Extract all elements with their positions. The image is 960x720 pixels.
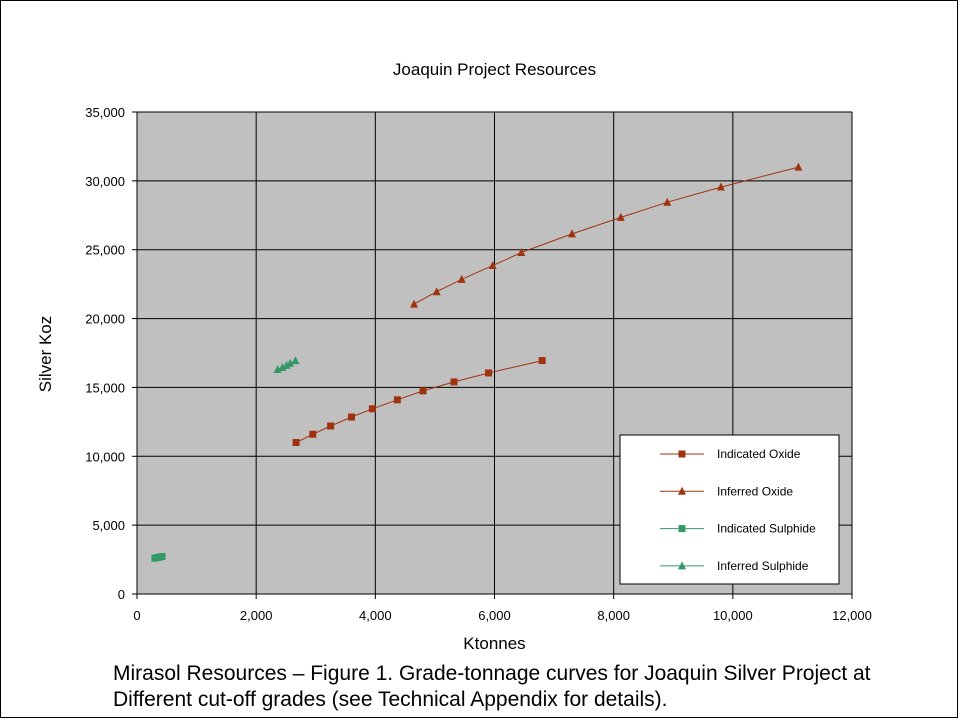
data-point-indicated-oxide bbox=[450, 378, 458, 386]
y-tick-label: 30,000 bbox=[85, 174, 125, 189]
legend-box bbox=[619, 434, 840, 585]
x-axis-label: Ktonnes bbox=[463, 634, 526, 653]
data-point-inferred-sulphide bbox=[278, 362, 287, 371]
data-point-inferred-oxide bbox=[663, 197, 672, 206]
data-point-inferred-oxide bbox=[567, 229, 576, 238]
x-tick-label: 8,000 bbox=[597, 608, 630, 623]
data-point-indicated-oxide bbox=[309, 430, 317, 438]
series-layer bbox=[151, 162, 803, 562]
series-inferred-oxide bbox=[410, 162, 803, 308]
x-tick-label: 10,000 bbox=[713, 608, 753, 623]
legend-label-indicated-oxide: Indicated Oxide bbox=[717, 447, 801, 461]
series-line-inferred-oxide bbox=[413, 166, 799, 305]
x-tick-label: 2,000 bbox=[240, 608, 273, 623]
x-tick-label: 6,000 bbox=[478, 608, 511, 623]
legend-marker-inferred-sulphide bbox=[678, 561, 686, 570]
data-point-indicated-oxide bbox=[419, 387, 427, 395]
y-tick-label: 10,000 bbox=[85, 449, 125, 464]
data-point-indicated-oxide bbox=[368, 405, 376, 413]
data-point-inferred-oxide bbox=[457, 274, 466, 283]
chart-title: Joaquin Project Resources bbox=[392, 60, 597, 79]
y-tick-label: 35,000 bbox=[85, 105, 125, 120]
data-point-inferred-oxide bbox=[517, 247, 526, 256]
legend-marker-indicated-sulphide bbox=[678, 525, 686, 533]
data-point-inferred-oxide bbox=[616, 212, 625, 221]
data-point-indicated-oxide bbox=[485, 369, 493, 377]
data-point-inferred-oxide bbox=[488, 261, 497, 270]
x-tick-label: 0 bbox=[133, 608, 140, 623]
legend-marker-indicated-oxide bbox=[678, 450, 686, 458]
data-point-indicated-oxide bbox=[538, 357, 546, 365]
data-point-inferred-sulphide bbox=[291, 356, 300, 365]
y-tick-label: 20,000 bbox=[85, 312, 125, 327]
data-point-indicated-oxide bbox=[327, 422, 335, 430]
data-point-indicated-oxide bbox=[292, 439, 300, 447]
legend-marker-inferred-oxide bbox=[678, 486, 686, 495]
series-line-indicated-oxide bbox=[295, 360, 543, 443]
series-indicated-sulphide bbox=[151, 553, 166, 562]
y-tick-label: 5,000 bbox=[92, 518, 125, 533]
data-point-inferred-oxide bbox=[432, 287, 441, 296]
data-point-inferred-oxide bbox=[716, 182, 725, 191]
data-point-inferred-sulphide bbox=[286, 358, 295, 367]
y-tick-label: 0 bbox=[118, 587, 125, 602]
data-point-indicated-oxide bbox=[348, 413, 355, 421]
legend-label-indicated-sulphide: Indicated Sulphide bbox=[717, 522, 816, 536]
caption-line-2: Different cut-off grades (see Technical … bbox=[113, 688, 668, 711]
data-point-inferred-sulphide bbox=[282, 360, 291, 369]
x-tick-label: 12,000 bbox=[832, 608, 872, 623]
axes: 0 2,000 4,000 6,000 8,000 10,000 12,000 0 5,000 1… bbox=[85, 105, 872, 623]
y-tick-label: 25,000 bbox=[85, 243, 125, 258]
figure-caption: Mirasol Resources – Figure 1. Grade-tonn… bbox=[113, 661, 953, 713]
legend-label-inferred-sulphide: Inferred Sulphide bbox=[717, 559, 809, 573]
caption-line-1: Mirasol Resources – Figure 1. Grade-tonn… bbox=[113, 662, 871, 685]
data-point-inferred-oxide bbox=[794, 162, 803, 171]
x-tick-label: 4,000 bbox=[359, 608, 392, 623]
series-inferred-sulphide bbox=[273, 356, 300, 374]
series-indicated-oxide bbox=[292, 357, 546, 447]
legend-label-inferred-oxide: Inferred Oxide bbox=[717, 484, 793, 498]
legend: Indicated Oxide Inferred Oxide Indicated S… bbox=[619, 434, 840, 585]
data-point-indicated-sulphide bbox=[158, 553, 166, 561]
data-point-indicated-oxide bbox=[393, 396, 401, 404]
data-point-inferred-sulphide bbox=[273, 365, 282, 374]
data-point-inferred-oxide bbox=[410, 299, 419, 308]
y-tick-label: 15,000 bbox=[85, 380, 125, 395]
